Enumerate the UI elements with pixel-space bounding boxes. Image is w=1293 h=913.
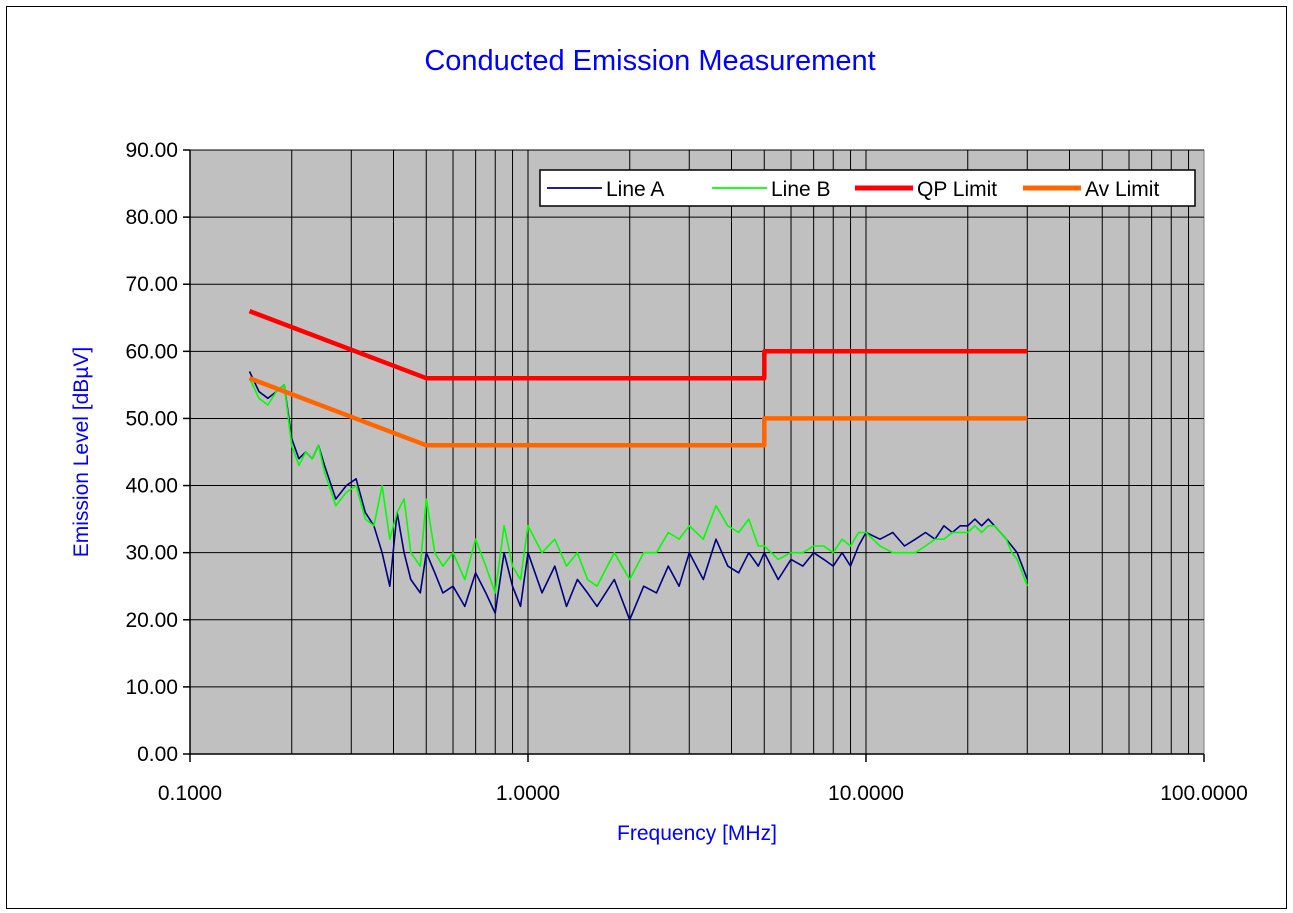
legend-qp-limit-label: QP Limit (917, 178, 997, 201)
x-tick-label: 0.1000 (158, 782, 222, 805)
y-tick-label: 50.00 (125, 407, 178, 430)
y-tick-label: 80.00 (125, 206, 178, 229)
y-tick-label: 10.00 (125, 676, 178, 699)
legend-av-limit-label: Av Limit (1085, 178, 1159, 201)
chart-title: Conducted Emission Measurement (424, 45, 875, 77)
axes (183, 149, 1205, 762)
series-line-line-a (248, 371, 1029, 621)
y-tick-label: 40.00 (125, 475, 178, 498)
y-axis-title: Emission Level [dBµV] (70, 347, 93, 558)
plot-area (189, 149, 1205, 755)
series-line-qp-limit (248, 308, 1028, 381)
legend-line-b-label: Line B (771, 178, 831, 201)
x-tick-label: 1.0000 (496, 782, 560, 805)
tick-labels: 0.00 10.00 20.00 30.00 40.00 50.00 60.00 70.00 8… (125, 139, 1247, 805)
y-tick-label: 90.00 (125, 139, 178, 162)
y-tick-label: 0.00 (137, 743, 178, 766)
y-tick-label: 60.00 (125, 340, 178, 363)
x-axis-title: Frequency [MHz] (617, 822, 777, 845)
series-line-line-b (248, 377, 1029, 594)
legend: Line A Line B QP Limit Av Limit (539, 169, 1196, 207)
y-tick-label: 30.00 (125, 542, 178, 565)
x-tick-label: 100.0000 (1160, 782, 1248, 805)
legend-line-a-label: Line A (606, 178, 664, 201)
series-layer (248, 308, 1029, 621)
series-line-av-limit (248, 376, 1028, 448)
grid-lines (190, 149, 1204, 754)
y-tick-label: 70.00 (125, 273, 178, 296)
y-tick-label: 20.00 (125, 609, 178, 632)
x-tick-label: 10.0000 (828, 782, 904, 805)
